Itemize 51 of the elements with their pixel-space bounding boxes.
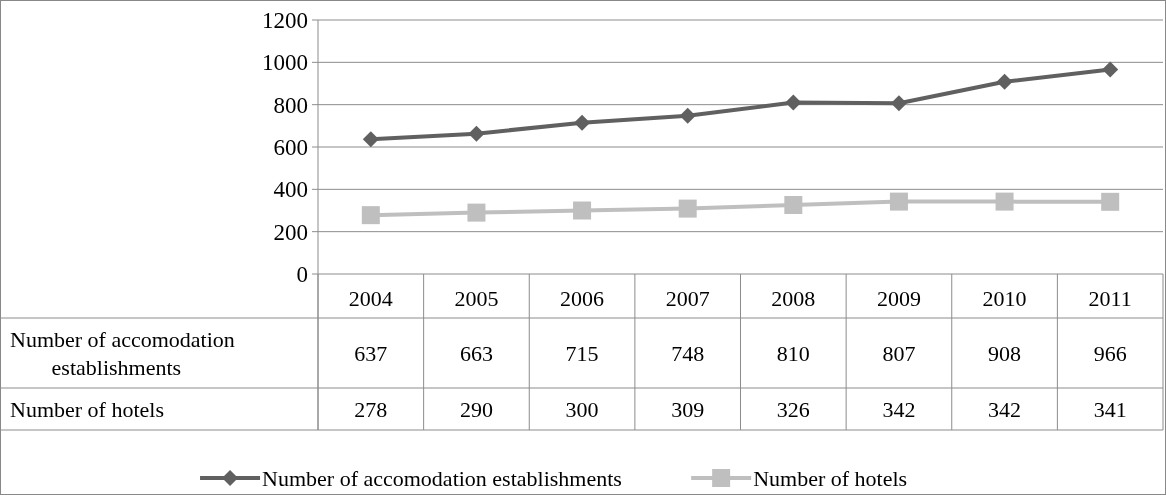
data-label: 342 — [988, 396, 1022, 422]
x-tick-label: 2007 — [665, 285, 710, 311]
data-label: 326 — [776, 396, 810, 422]
data-label: 309 — [671, 396, 705, 422]
y-tick-label: 1000 — [262, 50, 308, 76]
text: Number of accomodation establishments — [10, 326, 235, 380]
point — [1101, 192, 1120, 211]
y-tick-label: 800 — [273, 92, 308, 118]
data-label: 715 — [565, 340, 599, 366]
point — [784, 196, 803, 214]
y-tick-label: 0 — [296, 262, 308, 288]
data-label: 966 — [1093, 340, 1127, 366]
data-label: 637 — [354, 340, 388, 366]
y-tick-label: 400 — [273, 177, 308, 203]
data-label: 290 — [459, 396, 493, 422]
x-tick-label: 2004 — [348, 285, 393, 311]
text: Number of hotels — [10, 396, 164, 422]
data-label: 663 — [459, 340, 493, 366]
point — [361, 206, 380, 225]
x-tick-label: 2011 — [1088, 285, 1132, 311]
y-tick-label: 1200 — [262, 8, 308, 34]
point — [678, 199, 697, 218]
y-tick-label: 600 — [273, 135, 308, 161]
point — [467, 203, 486, 222]
x-tick-label: 2006 — [560, 285, 605, 311]
x-tick-label: 2005 — [454, 285, 499, 311]
point — [679, 107, 696, 124]
x-tick-label: 2010 — [982, 285, 1027, 311]
data-label: 278 — [354, 396, 388, 422]
point — [890, 95, 907, 112]
data-label: 908 — [988, 340, 1022, 366]
legend-label: Number of hotels — [753, 465, 908, 491]
y-tick-label: 200 — [273, 219, 308, 245]
point — [468, 125, 485, 142]
data-label: 807 — [882, 340, 916, 366]
x-tick-label: 2008 — [771, 285, 816, 311]
x-tick-label: 2009 — [876, 285, 921, 311]
data-label: 810 — [776, 340, 810, 366]
data-label: 748 — [671, 340, 705, 366]
point — [785, 94, 802, 111]
point — [362, 131, 379, 148]
point — [996, 73, 1013, 90]
data-label: 341 — [1093, 396, 1127, 422]
data-label: 300 — [565, 396, 599, 422]
data-label: 342 — [882, 396, 916, 422]
legend-label: Number of accomodation establishments — [262, 465, 622, 491]
point — [574, 114, 591, 131]
point — [889, 192, 908, 211]
point — [1102, 61, 1119, 78]
point — [573, 201, 592, 220]
point — [995, 192, 1014, 211]
